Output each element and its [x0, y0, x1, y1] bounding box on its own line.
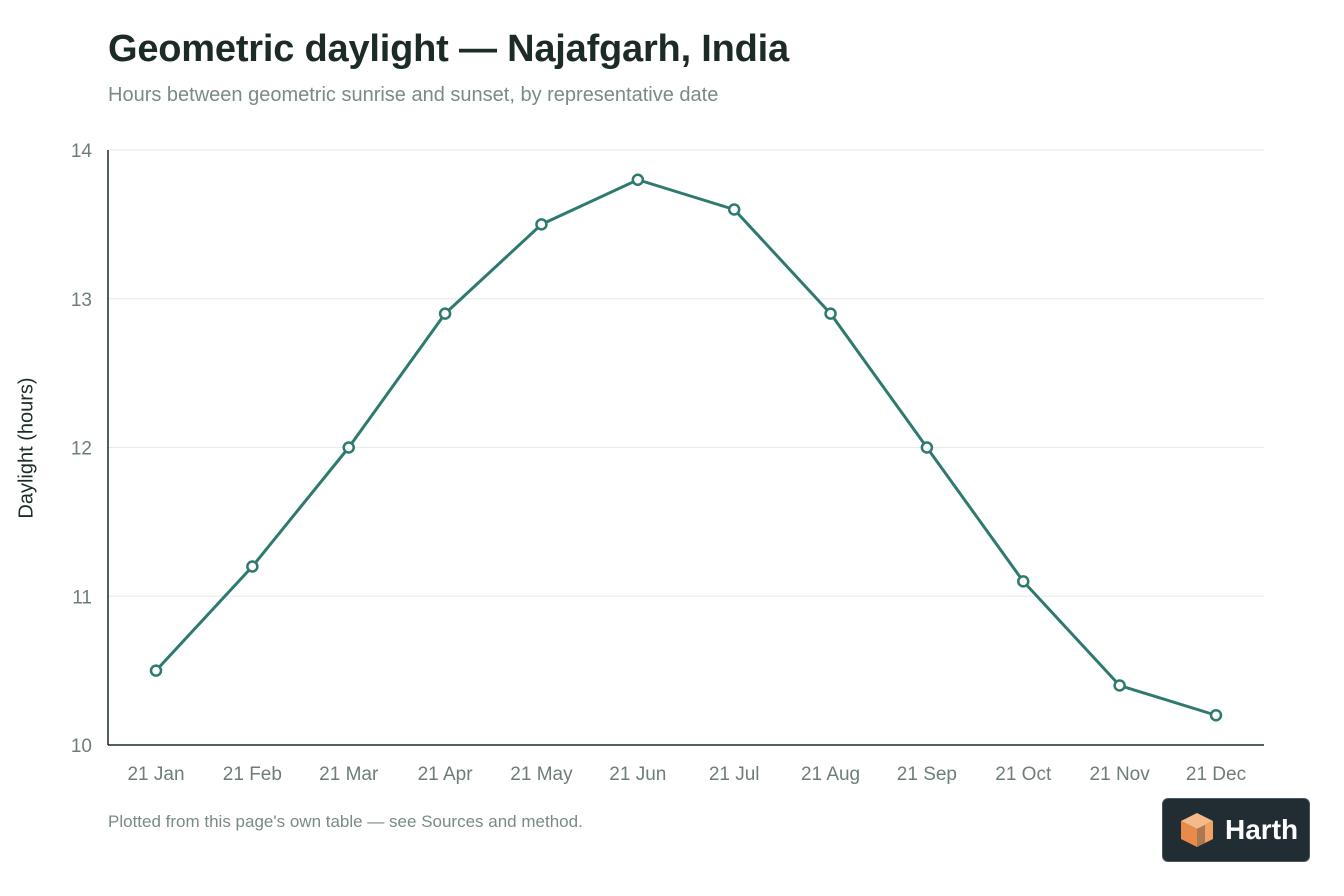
chart-title: Geometric daylight — Najafgarh, India	[108, 28, 789, 70]
x-tick-label: 21 Feb	[223, 764, 282, 785]
data-point	[342, 441, 355, 454]
x-tick-label: 21 Jan	[127, 764, 184, 785]
data-point	[246, 560, 259, 573]
data-point	[824, 307, 837, 320]
x-tick-label: 21 Aug	[801, 764, 860, 785]
x-tick-label: 21 Nov	[1090, 764, 1151, 785]
data-point	[438, 307, 452, 320]
data-point	[920, 441, 934, 454]
series	[149, 173, 1223, 722]
x-tick-label: 21 Jun	[609, 764, 666, 785]
x-tick-labels: 21 Jan 21 Feb 21 Mar 21 Apr 21 May 21 Jun 21 J…	[127, 764, 1246, 785]
data-point	[631, 173, 645, 186]
y-tick-label: 14	[71, 141, 93, 162]
data-point	[1113, 679, 1126, 692]
x-tick-label: 21 Dec	[1186, 764, 1246, 785]
data-point	[149, 664, 163, 677]
badge-label: Harth	[1225, 814, 1299, 845]
x-tick-label: 21 Mar	[319, 764, 379, 785]
data-point	[1209, 709, 1223, 722]
data-point	[535, 218, 548, 231]
chart-subtitle: Hours between geometric sunrise and suns…	[108, 84, 719, 106]
harth-badge[interactable]: Harth	[1162, 798, 1310, 862]
cube-logo-icon	[1181, 813, 1213, 847]
x-tick-label: 21 Sep	[897, 764, 957, 785]
y-tick-label: 12	[71, 439, 92, 460]
axes	[107, 150, 1264, 746]
x-tick-label: 21 May	[510, 764, 573, 785]
data-point	[727, 203, 741, 216]
x-tick-label: 21 Jul	[709, 764, 760, 785]
y-tick-labels: 10 11 12 13 14	[71, 141, 93, 757]
x-tick-label: 21 Oct	[995, 764, 1052, 785]
series-line	[154, 178, 1218, 717]
footnote: Plotted from this page's own table — see…	[108, 812, 583, 831]
data-point	[1017, 575, 1030, 588]
y-tick-label: 13	[71, 290, 92, 311]
grid-lines	[108, 149, 1264, 597]
y-tick-label: 10	[71, 736, 92, 757]
x-tick-label: 21 Apr	[418, 764, 474, 785]
y-tick-label: 11	[72, 587, 92, 608]
